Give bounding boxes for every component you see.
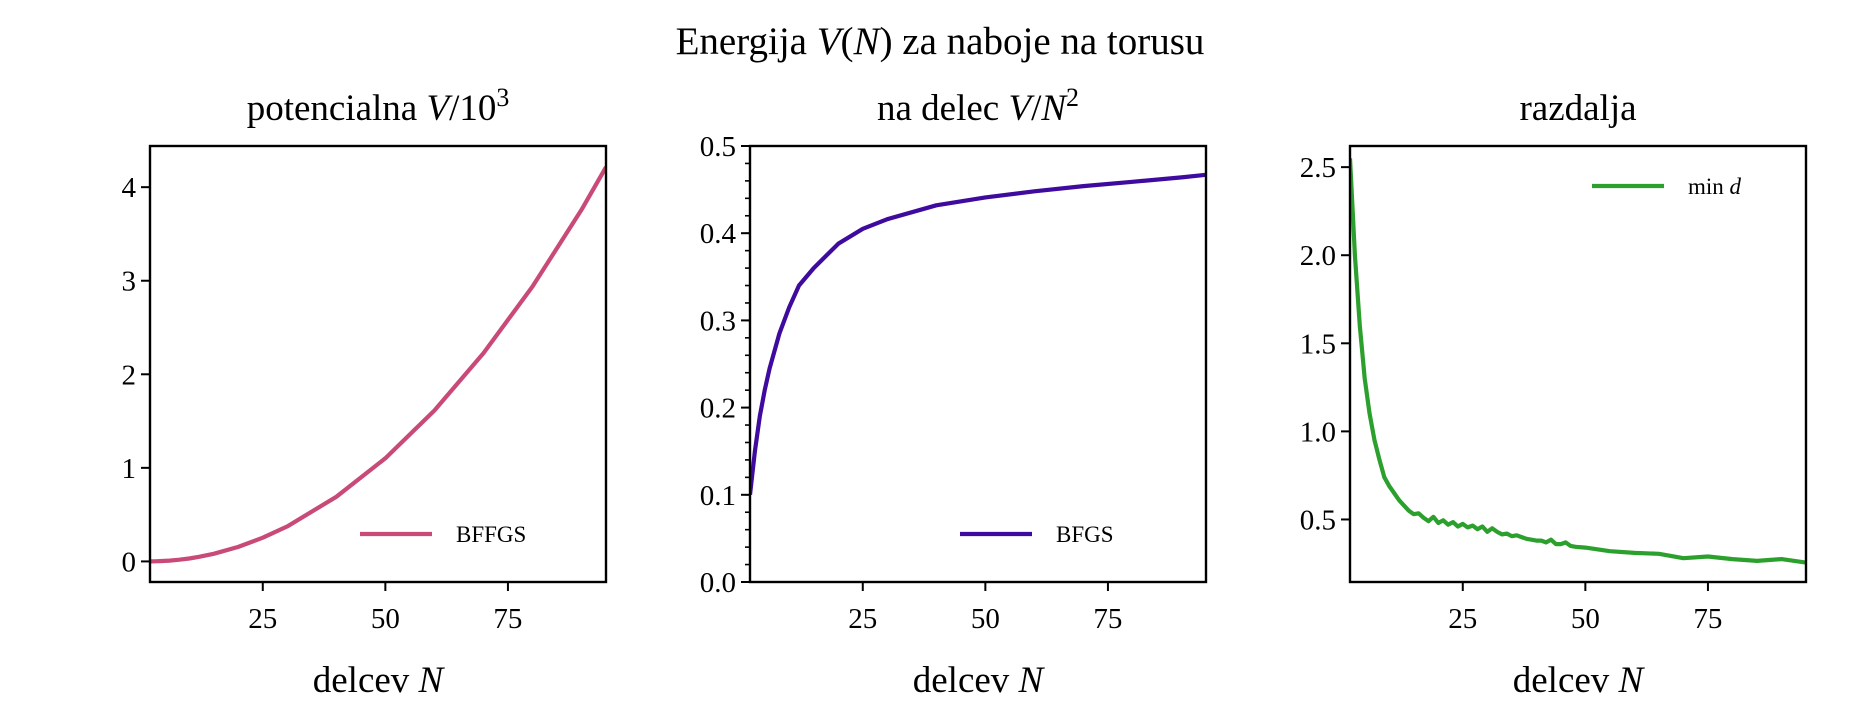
legend-label: BFGS (1056, 522, 1114, 547)
x-tick-label: 75 (1693, 603, 1722, 635)
y-tick-label: 0.2 (700, 393, 736, 425)
text-segment: delcev (1513, 660, 1619, 701)
text-segment: V (1008, 88, 1035, 129)
y-tick-label: 1.5 (1300, 328, 1336, 360)
text-segment: ) za naboje na torusu (880, 20, 1205, 63)
text-segment: delcev (313, 660, 419, 701)
text-segment: 2 (1066, 83, 1079, 112)
x-tick-label: 50 (1571, 603, 1600, 635)
legend: min d (1592, 174, 1742, 199)
x-tick-label: 75 (493, 603, 522, 635)
text-segment: V (817, 20, 845, 63)
text-segment: d (1730, 174, 1742, 199)
text-segment: N (1040, 88, 1068, 129)
y-tick-label: 1 (122, 453, 137, 485)
chart-suptitle: Energija V(N) za naboje na torusu (676, 20, 1205, 63)
panel-title: na delec V/N2 (877, 83, 1079, 130)
y-tick-label: 3 (122, 266, 137, 298)
y-tick-label: 0.3 (700, 305, 736, 337)
text-segment: N (418, 660, 446, 701)
axes-frame (748, 144, 1208, 584)
text-segment: N (1018, 660, 1046, 701)
x-axis-label: delcev N (913, 660, 1046, 701)
x-tick-label: 25 (848, 603, 877, 635)
x-tick-label: 25 (248, 603, 277, 635)
text-segment: razdalja (1519, 88, 1636, 129)
x-tick-label: 25 (1448, 603, 1477, 635)
text-segment: Energija (676, 20, 817, 63)
legend-label: BFFGS (456, 522, 526, 547)
y-tick-label: 0 (122, 546, 137, 578)
text-segment: 3 (496, 83, 509, 112)
x-tick-label: 50 (371, 603, 400, 635)
text-segment: /10 (449, 88, 496, 129)
series-line (150, 166, 606, 564)
series-line (750, 172, 1206, 496)
x-tick-label: 50 (971, 603, 1000, 635)
text-segment: ( (841, 20, 854, 63)
legend-label: min d (1688, 174, 1742, 199)
y-tick-label: 2.0 (1300, 240, 1336, 272)
y-tick-label: 2.5 (1300, 152, 1336, 184)
x-axis-label: delcev N (1513, 660, 1646, 701)
series-line (1350, 158, 1806, 565)
y-tick-label: 1.0 (1300, 416, 1336, 448)
text-segment: N (853, 20, 882, 63)
panel-title: potencialna V/103 (247, 83, 510, 130)
legend: BFGS (960, 522, 1114, 547)
y-tick-label: 2 (122, 359, 137, 391)
axes-frame (1348, 144, 1808, 584)
x-tick-label: 75 (1093, 603, 1122, 635)
text-segment: potencialna (247, 88, 427, 129)
text-segment: delcev (913, 660, 1019, 701)
legend: BFFGS (360, 522, 526, 547)
y-tick-label: 0.0 (700, 567, 736, 599)
text-segment: na delec (877, 88, 1008, 129)
x-axis-label: delcev N (313, 660, 446, 701)
y-tick-label: 0.5 (1300, 504, 1336, 536)
y-tick-label: 4 (122, 172, 137, 204)
axes-frame (148, 144, 608, 584)
y-tick-label: 0.1 (700, 480, 736, 512)
text-segment: / (1031, 88, 1042, 129)
panel-title: razdalja (1519, 88, 1636, 129)
y-tick-label: 0.5 (700, 131, 736, 163)
text-segment: min (1688, 174, 1730, 199)
y-tick-label: 0.4 (700, 218, 737, 250)
text-segment: N (1618, 660, 1646, 701)
text-segment: V (426, 88, 453, 129)
